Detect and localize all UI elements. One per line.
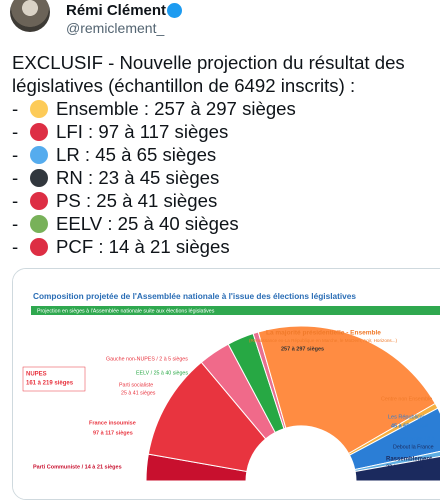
- label: France insoumise: [89, 420, 136, 426]
- tweet-line: LFI : 97 à 117 sièges: [56, 121, 229, 142]
- label: Les Républicains +: [388, 414, 435, 420]
- verified-badge: [167, 3, 182, 18]
- label: 45 à 65 sièges: [391, 423, 428, 429]
- label: EELV / 25 à 40 sièges: [136, 370, 188, 376]
- hemicycle-segment: [257, 325, 436, 455]
- emoji-dot: [30, 215, 48, 233]
- bullet: -: [12, 167, 19, 188]
- tweet-line: PCF : 14 à 21 sièges: [56, 236, 230, 257]
- label: Centre non Ensemble: [381, 396, 432, 402]
- emoji-dot: [30, 100, 48, 118]
- page: Rémi Clément @remiclement_ EXCLUSIF - No…: [10, 0, 440, 500]
- tweet-line: LR : 45 à 65 sièges: [56, 144, 217, 165]
- tweet-line: PS : 25 à 41 sièges: [56, 190, 218, 211]
- hemicycle: [145, 325, 440, 482]
- label: 161 à 219 sièges: [26, 381, 74, 387]
- image-content: Composition projetée de l'Assemblée nati…: [13, 269, 440, 499]
- author-handle[interactable]: @remiclement_: [66, 20, 165, 36]
- tweet-line: Ensemble : 257 à 297 sièges: [56, 98, 296, 119]
- tweet-image[interactable]: Composition projetée de l'Assemblée nati…: [12, 268, 440, 500]
- label: Divers droite / 3 à: [393, 436, 435, 442]
- bullet: -: [12, 98, 19, 119]
- label: 97 à 117 sièges: [93, 430, 133, 436]
- tweet-line: RN : 23 à 45 sièges: [56, 167, 220, 188]
- nupes-box: [22, 366, 86, 392]
- tweet-line: EXCLUSIF - Nouvelle projection du résult…: [12, 52, 405, 73]
- tweet-line: législatives (échantillon de 6492 inscri…: [12, 75, 356, 96]
- avatar[interactable]: [10, 0, 50, 32]
- banner-text: Projection en sièges à l'Assemblée natio…: [37, 308, 215, 314]
- banner: [31, 306, 440, 315]
- label: 257 à 297 sièges: [281, 346, 324, 352]
- label: Gauche non-NUPES / 2 à 5 sièges: [106, 356, 188, 362]
- image-title: Composition projetée de l'Assemblée nati…: [33, 291, 356, 301]
- label: 23 à 45 sièges: [386, 464, 423, 470]
- bullet: -: [12, 144, 19, 165]
- label: Parti Communiste / 14 à 21 sièges: [33, 464, 122, 470]
- author-name[interactable]: Rémi Clément: [66, 2, 167, 19]
- label: Rassemblement: [386, 457, 432, 463]
- bullet: -: [12, 121, 19, 142]
- label: (Renaissance ex-La République en Marche,…: [249, 338, 398, 343]
- emoji-dot: [30, 238, 48, 256]
- label: Debout la France: [393, 444, 434, 450]
- emoji-dot: [30, 192, 48, 210]
- label: La majorité présidentielle - Ensemble: [266, 330, 381, 337]
- emoji-dot: [30, 123, 48, 141]
- label: Parti socialiste: [119, 382, 153, 388]
- label: 25 à 41 sièges: [121, 390, 156, 396]
- bullet: -: [12, 236, 19, 257]
- bullet: -: [12, 213, 19, 234]
- emoji-dot: [30, 146, 48, 164]
- label: NUPES: [26, 372, 47, 378]
- tweet-line: EELV : 25 à 40 sièges: [56, 213, 239, 234]
- bullet: -: [12, 190, 19, 211]
- emoji-dot: [30, 169, 48, 187]
